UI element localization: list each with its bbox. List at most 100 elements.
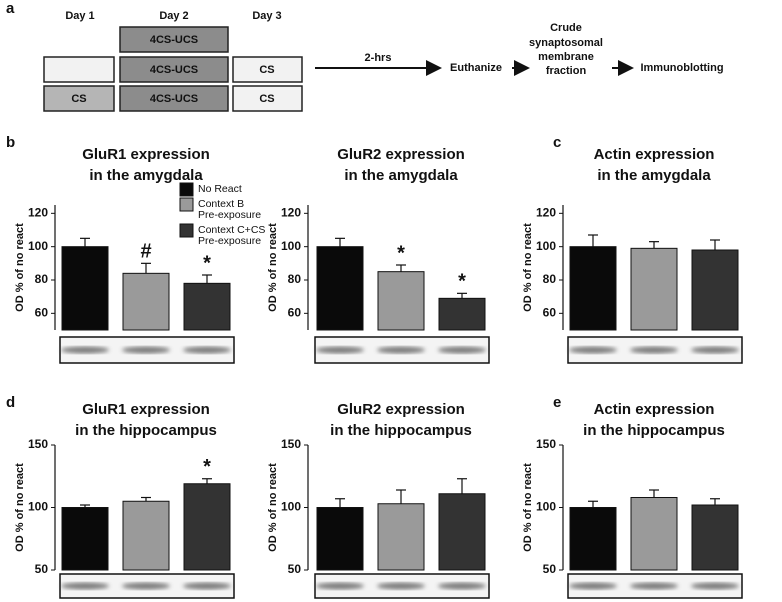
box-label: 4CS-UCS [150,64,198,76]
y-tick-label: 120 [536,206,556,220]
bar [183,483,231,571]
y-axis-label: OD % of no react [14,463,26,552]
y-tick-label: 150 [536,437,556,451]
box [43,56,115,83]
blot-image [59,573,235,599]
bar [630,247,678,331]
bar [316,246,364,331]
bar [183,282,231,331]
blot-band [122,582,170,590]
chart-title: Actin expression [594,146,715,163]
blot-band [61,582,109,590]
box-label: 4CS-UCS [150,93,198,105]
legend-label: No React [198,183,242,195]
box [119,85,229,112]
panel-letters: a b c d e [6,0,561,411]
y-tick-label: 100 [28,500,48,514]
chart-title: Actin expression [594,401,715,418]
chart-title: GluR2 expression [337,401,465,418]
y-tick-label: 120 [281,206,301,220]
bar [122,500,170,571]
box-label: CS [259,64,274,76]
box-label: CS [259,93,274,105]
y-axis-label: OD % of no react [267,223,279,312]
blot-image [59,336,235,364]
box [232,56,303,83]
chart-title: GluR2 expression [337,146,465,163]
blot-band [691,346,739,354]
legend-label: Pre-exposure [198,235,261,247]
y-tick-label: 100 [536,500,556,514]
panel-letter: c [553,134,561,151]
blot-band [569,582,617,590]
day-label: Day 2 [159,10,188,22]
box [119,26,229,53]
y-tick-label: 150 [281,437,301,451]
y-axis-label: OD % of no react [267,463,279,552]
blot-band [377,582,425,590]
y-tick-label: 120 [28,206,48,220]
y-tick-label: 100 [28,239,48,253]
legend-swatch [179,223,194,238]
blot-image [567,336,743,364]
annotation: * [203,456,211,478]
y-tick-label: 50 [35,562,49,576]
blot-band [183,346,231,354]
blot-band [316,582,364,590]
y-tick-label: 150 [28,437,48,451]
y-tick-label: 60 [543,306,557,320]
blot-image [314,573,490,599]
chart-title: GluR1 expression [82,146,210,163]
blot-band [630,582,678,590]
panel-letter: b [6,134,15,151]
bar [61,246,109,331]
y-axis-label: OD % of no react [522,223,534,312]
step-label: Euthanize [450,62,502,74]
blot-band [316,346,364,354]
y-axis-label: OD % of no react [522,463,534,552]
bar [61,507,109,571]
annotation: # [140,241,151,263]
y-tick-label: 60 [35,306,49,320]
bar [569,246,617,331]
panel-letter: d [6,394,15,411]
legend-label: Context B [198,198,244,210]
chart-title: GluR1 expression [82,401,210,418]
box-label: 4CS-UCS [150,34,198,46]
bar [377,503,425,571]
chart-title: in the amygdala [89,167,203,184]
step-label: Crude [550,22,582,34]
bar [569,507,617,571]
legend-swatch [179,182,194,197]
y-tick-label: 100 [281,500,301,514]
blot-band [691,582,739,590]
step-label: fraction [546,65,587,77]
bar [438,493,486,571]
blot-image [567,573,743,599]
bar [630,497,678,571]
legend-label: Context C+CS [198,224,265,236]
bar [122,272,170,331]
bar [691,504,739,571]
y-tick-label: 80 [288,272,302,286]
blot-band [438,582,486,590]
chart-title: in the hippocampus [583,422,725,439]
step-label: membrane [538,51,594,63]
y-tick-label: 50 [288,562,302,576]
chart-title: in the hippocampus [75,422,217,439]
blot-band [438,346,486,354]
day-label: Day 1 [65,10,94,22]
y-tick-label: 50 [543,562,557,576]
bar [377,271,425,331]
annotation: * [458,271,466,293]
blot-band [630,346,678,354]
y-tick-label: 100 [536,239,556,253]
box-label: CS [71,93,86,105]
y-tick-label: 60 [288,306,302,320]
bar [316,507,364,571]
blot-band [569,346,617,354]
blot-band [61,346,109,354]
bar [438,297,486,331]
blot-band [183,582,231,590]
